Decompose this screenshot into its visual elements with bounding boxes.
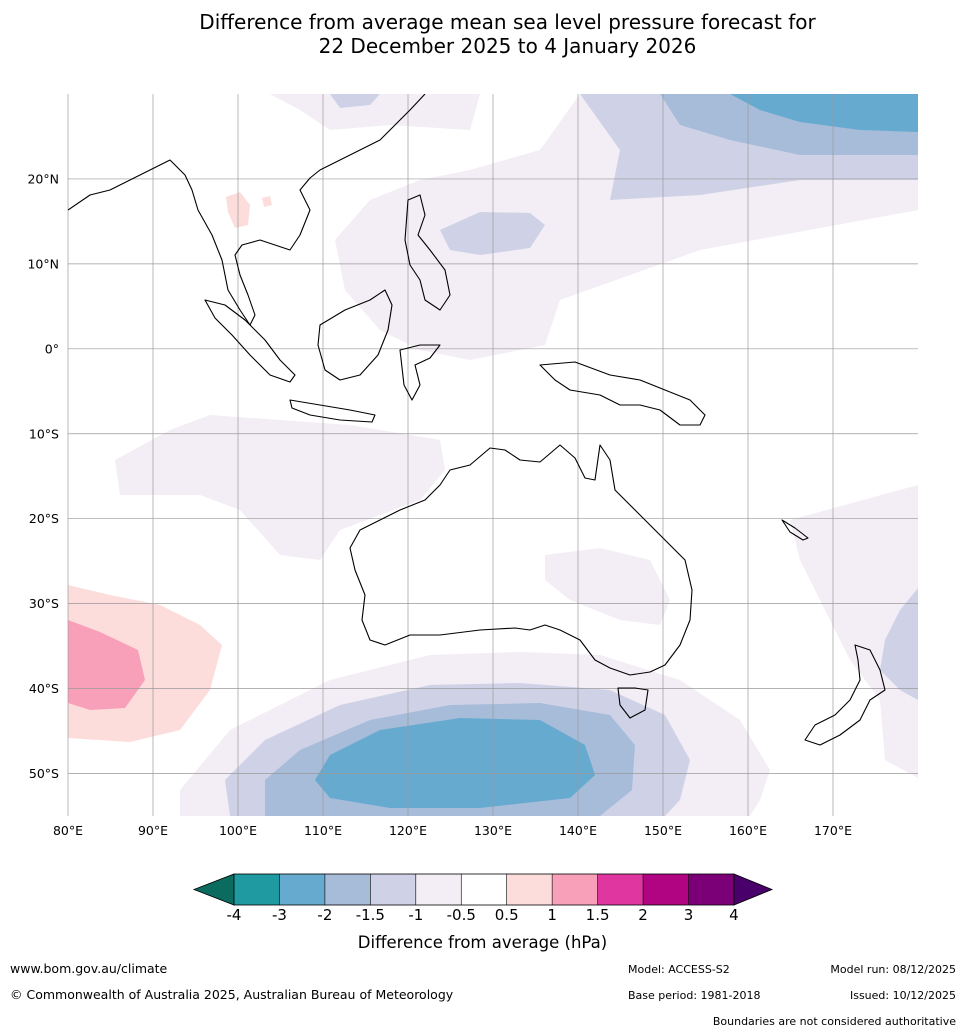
coastline-tasmania	[617, 687, 649, 719]
coastlines	[68, 94, 886, 746]
pressure-anomaly-field	[68, 94, 918, 816]
colorbar-tick-label: -1	[408, 906, 424, 924]
coastline-java	[289, 399, 376, 423]
graticule	[67, 94, 918, 816]
colorbar-tick-label: -2	[317, 906, 333, 924]
lat-label: 50°S	[29, 766, 59, 781]
anomaly-region-indian-ocean-light	[115, 415, 445, 560]
anomaly-region-north-lavender	[330, 94, 380, 108]
model-name: Model: ACCESS-S2	[628, 963, 730, 976]
coastline-philippines	[404, 194, 451, 311]
colorbar-segment	[461, 874, 507, 905]
lon-label: 170°E	[814, 823, 852, 838]
coastline-australia	[349, 444, 693, 676]
lon-label: 90°E	[138, 823, 168, 838]
colorbar-tick-label: 1.5	[585, 906, 610, 924]
title-line-2: 22 December 2025 to 4 January 2026	[318, 34, 697, 58]
lon-label: 130°E	[474, 823, 512, 838]
colorbar-tick-label: -0.5	[446, 906, 476, 924]
lat-label: 0°	[45, 341, 59, 356]
anomaly-region-north-pacific-blue	[730, 94, 918, 132]
colorbar	[192, 873, 774, 906]
coastline-new-guinea	[539, 361, 706, 426]
coastline-asia-mainland	[68, 94, 426, 326]
anomaly-region-australia-light	[545, 548, 670, 625]
lon-label: 80°E	[53, 823, 83, 838]
model-run-date: Model run: 08/12/2025	[830, 963, 956, 976]
base-period: Base period: 1981-2018	[628, 989, 761, 1002]
colorbar-segment	[324, 874, 371, 905]
latitude-labels: 20°N 10°N 0° 10°S 20°S 30°S 40°S 50°S	[27, 171, 59, 781]
lon-label: 150°E	[644, 823, 682, 838]
lon-label: 140°E	[559, 823, 597, 838]
colorbar-tick-label: -3	[271, 906, 287, 924]
coastline-new-zealand	[804, 644, 886, 746]
title-line-1: Difference from average mean sea level p…	[199, 10, 816, 34]
colorbar-tick-label: 3	[683, 906, 694, 924]
colorbar-segment	[688, 874, 734, 905]
colorbar-tick-label: -1.5	[355, 906, 385, 924]
anomaly-region-tasman-light	[790, 485, 918, 778]
colorbar-extend-min	[192, 873, 235, 906]
colorbar-tick-label: 2	[638, 906, 648, 924]
colorbar-tick-label: 0.5	[494, 906, 519, 924]
lon-label: 120°E	[389, 823, 427, 838]
colorbar-segment	[643, 874, 689, 905]
lat-label: 30°S	[29, 596, 59, 611]
website-link[interactable]: www.bom.gov.au/climate	[10, 961, 168, 976]
issued-date: Issued: 10/12/2025	[849, 989, 956, 1002]
lat-label: 10°N	[27, 256, 59, 271]
copyright-notice: © Commonwealth of Australia 2025, Austra…	[10, 987, 454, 1002]
anomaly-region-south-blue	[315, 718, 595, 808]
lat-label: 20°S	[29, 511, 59, 526]
anomaly-region-tasman-lavender	[880, 588, 918, 700]
coastline-sumatra	[204, 299, 296, 383]
lon-label: 110°E	[304, 823, 342, 838]
colorbar-segment	[279, 874, 325, 905]
lon-label: 160°E	[729, 823, 767, 838]
anomaly-region-indochina-pink-small	[262, 196, 272, 207]
colorbar-segment	[506, 874, 553, 905]
colorbar-tick-label: 1	[547, 906, 557, 924]
colorbar-outline	[233, 873, 735, 906]
colorbar-segment	[370, 874, 416, 905]
colorbar-tick-label: 4	[729, 906, 739, 924]
lat-label: 40°S	[29, 681, 59, 696]
lat-label: 10°S	[29, 426, 59, 441]
colorbar-segment	[234, 874, 280, 905]
coastline-sulawesi	[399, 344, 441, 401]
colorbar-extend-max	[733, 873, 774, 906]
coastline-borneo	[317, 289, 393, 381]
lat-label: 20°N	[27, 171, 59, 186]
anomaly-region-north-light	[270, 94, 480, 130]
colorbar-tick-label: -4	[226, 906, 242, 924]
colorbar-segment	[552, 874, 598, 905]
colorbar-segment	[597, 874, 644, 905]
anomaly-region-philippines-lavender	[440, 212, 545, 255]
colorbar-segment	[415, 874, 462, 905]
anomaly-region-west-pink	[68, 620, 145, 710]
coastline-new-caledonia	[781, 519, 809, 541]
lon-label: 100°E	[219, 823, 257, 838]
colorbar-title: Difference from average (hPa)	[357, 933, 608, 952]
chart-title: Difference from average mean sea level p…	[0, 10, 965, 58]
longitude-labels: 80°E 90°E 100°E 110°E 120°E 130°E 140°E 150°E 16…	[53, 823, 852, 838]
boundaries-disclaimer: Boundaries are not considered authoritat…	[712, 1015, 956, 1028]
